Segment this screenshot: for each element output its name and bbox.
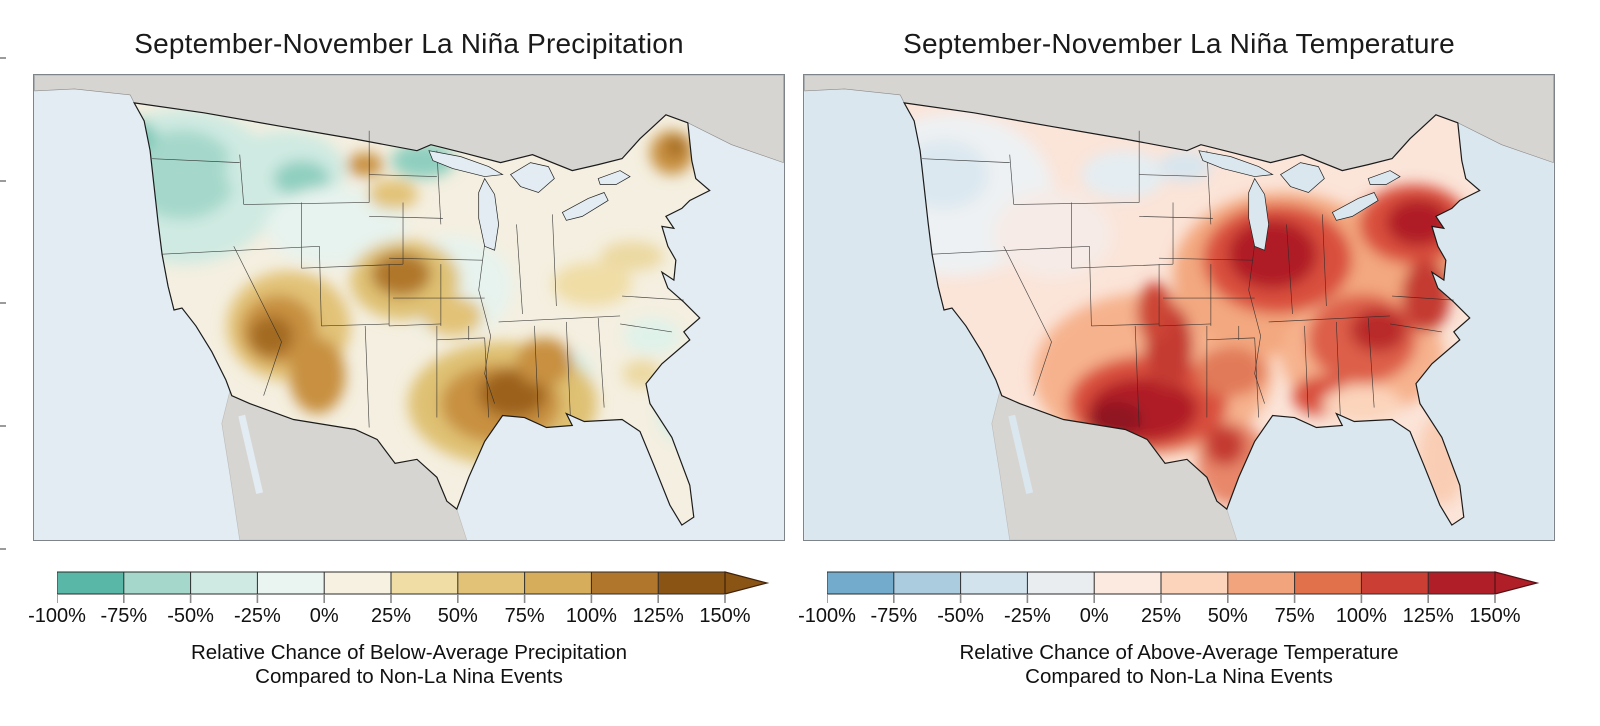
colorbar-tick-label: 100%	[565, 605, 617, 627]
colorbar-segment	[190, 571, 259, 595]
colorbar-segment	[1360, 571, 1430, 595]
us-outline	[903, 102, 1481, 526]
colorbar-tick-label: -100%	[798, 605, 856, 627]
great-lakes	[428, 150, 631, 251]
precipitation-title: September-November La Niña Precipitation	[134, 28, 684, 59]
temperature-caption: Relative Chance of Above-Average Tempera…	[803, 641, 1555, 688]
colorbar-segment	[256, 571, 326, 595]
temperature-colorbar-labels: -100% -75% -50% -25% 0% 25% 50% 75% 100% 125% 150%	[798, 605, 1542, 631]
colorbar-segment	[960, 571, 1029, 595]
colorbar-tick-label: -75%	[100, 605, 148, 627]
colorbar-tick-label: -50%	[937, 605, 984, 627]
colorbar-arrow	[724, 571, 770, 595]
strait	[804, 93, 901, 102]
colorbar-segment	[826, 571, 895, 595]
precipitation-colorbar-labels: -100% -75% -50% -25% 0% 25% 50% 75% 100% 125% 150%	[28, 605, 772, 631]
strait	[34, 93, 131, 102]
precipitation-panel: September-November La Niña Precipitation	[28, 28, 785, 688]
colorbar-segment	[1093, 571, 1163, 595]
edge-tick	[0, 548, 6, 550]
precipitation-caption-line2: Compared to Non-La Nina Events	[255, 664, 563, 688]
temperature-us-map	[804, 75, 1554, 540]
colorbar-tick-label: 75%	[504, 605, 545, 627]
colorbar-tick-label: -50%	[167, 605, 214, 627]
colorbar-segment	[1427, 571, 1497, 595]
colorbar-tick-label: 0%	[1079, 605, 1109, 627]
temperature-colorbar	[826, 571, 1542, 635]
colorbar-tick-label: 50%	[1207, 605, 1248, 627]
colorbar-segment	[524, 571, 593, 595]
colorbar-segment	[123, 571, 192, 595]
colorbar-segment	[56, 571, 125, 595]
colorbar-segment	[390, 571, 459, 595]
colorbar-tick-label: 100%	[1335, 605, 1387, 627]
colorbar-tick-label: 150%	[1469, 605, 1521, 627]
colorbar-tick-label: 75%	[1274, 605, 1315, 627]
great-lakes	[1198, 150, 1401, 251]
edge-tick	[0, 57, 6, 59]
colorbar-segment	[1160, 571, 1229, 595]
edge-tick	[0, 302, 6, 304]
colorbar-segment	[1294, 571, 1363, 595]
colorbar-tick-label: 125%	[632, 605, 684, 627]
precipitation-caption: Relative Chance of Below-Average Precipi…	[33, 641, 785, 688]
gulf-of-california	[238, 414, 264, 494]
edge-tick	[0, 425, 6, 427]
colorbar-tick-label: 25%	[1140, 605, 1182, 627]
temperature-map-panel	[803, 74, 1555, 541]
gulf-of-california	[1008, 414, 1034, 494]
colorbar-segment	[590, 571, 660, 595]
colorbar-tick-label: 50%	[437, 605, 478, 627]
temperature-caption-line2: Compared to Non-La Nina Events	[1025, 664, 1333, 688]
colorbar-tick-label: -25%	[234, 605, 281, 627]
colorbar-segment	[893, 571, 962, 595]
colorbar-segment	[1026, 571, 1096, 595]
temperature-panel: September-November La Niña Temperature	[770, 0, 1600, 726]
colorbar-tick-label: -25%	[1004, 605, 1051, 627]
colorbar-segment	[323, 571, 393, 595]
colorbar-segment	[457, 571, 526, 595]
us-outline	[133, 102, 711, 526]
precipitation-colorbar	[56, 571, 772, 635]
colorbar-tick-label: 150%	[699, 605, 751, 627]
state-borders	[922, 130, 1454, 428]
colorbar-tick-label: -100%	[28, 605, 86, 627]
precipitation-map-panel	[33, 74, 785, 541]
colorbar-tick-label: 125%	[1402, 605, 1454, 627]
colorbar-segment	[1227, 571, 1296, 595]
temperature-caption-line1: Relative Chance of Above-Average Tempera…	[959, 641, 1399, 664]
edge-tick	[0, 180, 6, 182]
temperature-title: September-November La Niña Temperature	[903, 28, 1455, 59]
colorbar-segment	[657, 571, 727, 595]
colorbar-tick-label: 0%	[309, 605, 339, 627]
colorbar-tick-label: 25%	[370, 605, 412, 627]
precipitation-caption-line1: Relative Chance of Below-Average Precipi…	[190, 641, 628, 664]
precipitation-us-map	[34, 75, 784, 540]
colorbar-tick-label: -75%	[870, 605, 918, 627]
colorbar-arrow	[1494, 571, 1540, 595]
